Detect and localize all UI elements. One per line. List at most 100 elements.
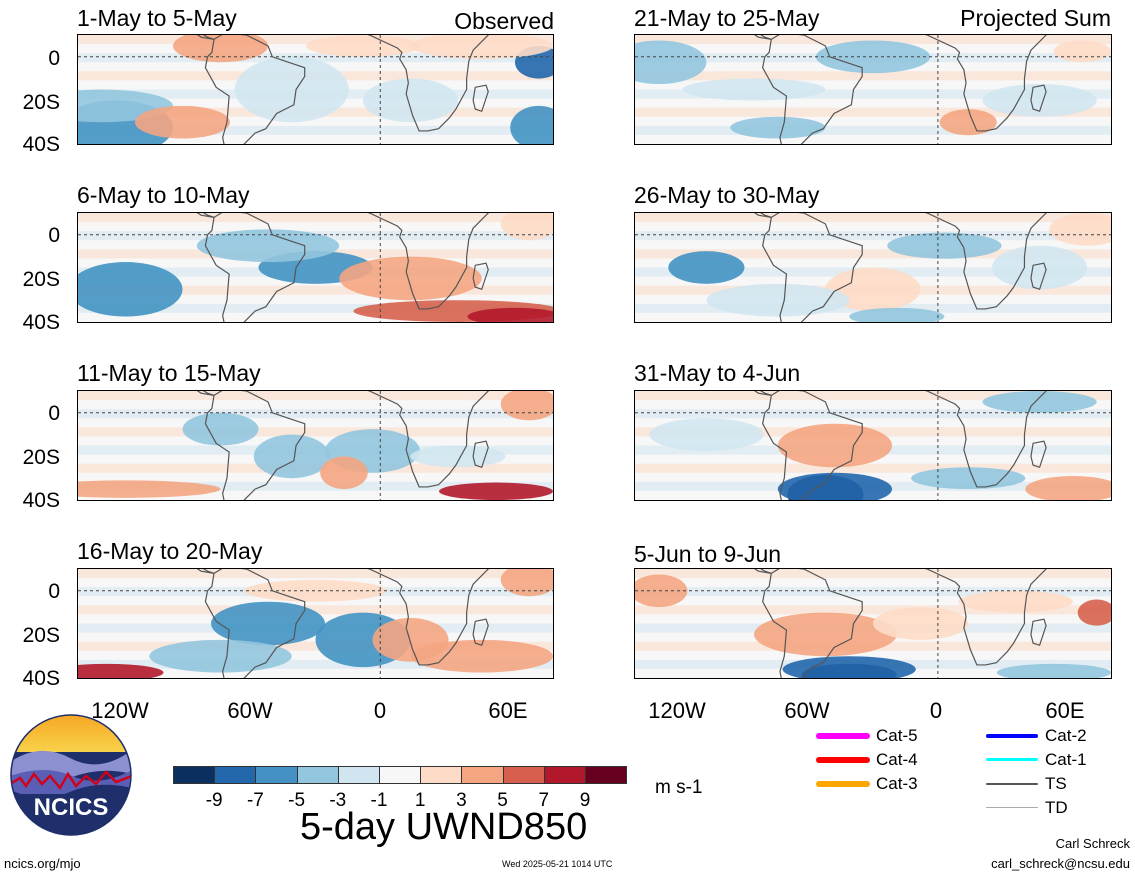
panel-title-p4: 16-May to 20-May (77, 538, 263, 564)
colorbar-units: m s-1 (655, 777, 703, 798)
field-band (635, 107, 1111, 117)
south-america-coastline (204, 213, 306, 322)
central-america-coastline (754, 569, 772, 574)
map-panel-p7 (634, 390, 1112, 501)
field-band (635, 391, 1111, 401)
map-panel-p8 (634, 568, 1112, 679)
map-panel-p5 (634, 34, 1112, 145)
madagascar-coastline (472, 618, 489, 647)
colorbar-tick-label: -7 (246, 790, 264, 811)
colorbar-swatch (379, 766, 422, 784)
africa-coastline (925, 213, 1047, 310)
anomaly-blob (234, 56, 349, 123)
south-america-coastline (762, 213, 863, 322)
panel-title-p5: 21-May to 25-May (634, 5, 820, 31)
anomaly-blob (754, 612, 897, 657)
anomaly-blob (78, 663, 164, 678)
colorbar-swatch (337, 766, 380, 784)
anomaly-blob (500, 569, 553, 597)
legend-line-cat4 (816, 757, 870, 763)
legend-line-ts (986, 783, 1038, 785)
field-band (78, 213, 553, 223)
field-band (78, 125, 553, 135)
africa-coastline (925, 35, 1047, 132)
anomaly-blob (982, 391, 1097, 413)
central-america-coastline (196, 569, 215, 574)
projected-sum-label: Projected Sum (960, 5, 1111, 31)
anomaly-blob (173, 35, 268, 63)
map-panel-p4 (77, 568, 554, 679)
anomaly-blob (78, 262, 183, 317)
colorbar-tick-label: 1 (414, 790, 426, 811)
ytick-40s-p1: 40S (22, 133, 60, 156)
xtick-0-right: 0 (929, 698, 943, 723)
anomaly-blob (306, 35, 420, 57)
ytick-0-p4: 0 (48, 580, 60, 603)
madagascar-coastline (1030, 84, 1047, 113)
field-band (78, 427, 553, 437)
anomaly-blob (982, 84, 1097, 117)
anomaly-blob (706, 283, 850, 317)
field-band (78, 569, 553, 579)
xtick-60e-right: 60E (1045, 698, 1085, 723)
anomaly-blob (996, 663, 1111, 678)
anomaly-blob (439, 482, 553, 500)
xtick-60e-left: 60E (488, 698, 528, 723)
anomaly-blob (849, 307, 945, 322)
africa-coastline (367, 569, 490, 666)
colorbar-swatch (420, 766, 463, 784)
footer-email[interactable]: carl_schreck@ncsu.edu (991, 856, 1130, 871)
anomaly-blob (815, 40, 931, 74)
field-band (78, 303, 553, 313)
colorbar-swatch (543, 766, 586, 784)
xtick-60w-left: 60W (227, 698, 273, 723)
anomaly-blob (682, 78, 826, 101)
legend-label-cat4: Cat-4 (876, 750, 918, 769)
field-band (635, 71, 1111, 81)
south-america-coastline (204, 391, 306, 500)
field-band (78, 35, 553, 45)
anomaly-blob (730, 116, 826, 139)
field-band (635, 249, 1111, 259)
anomaly-field (78, 569, 553, 678)
legend-line-cat3 (816, 781, 870, 787)
xtick-120w-right: 120W (648, 698, 706, 723)
anomaly-blob (777, 472, 893, 500)
map-panel-p2 (77, 212, 554, 323)
anomaly-blob (1077, 599, 1111, 626)
anomaly-blob (363, 78, 458, 123)
colorbar-swatch (502, 766, 545, 784)
anomaly-field (78, 213, 553, 322)
ncics-logo[interactable]: NCICS (10, 714, 132, 836)
anomaly-blob (782, 656, 916, 678)
ytick-20s-p1: 20S (22, 91, 60, 114)
anomaly-blob (253, 434, 330, 479)
field-band (635, 35, 1111, 45)
anomaly-blob (1025, 476, 1111, 500)
field-band (635, 213, 1111, 223)
ytick-20s-p3: 20S (22, 446, 60, 469)
anomaly-blob (211, 601, 325, 646)
anomaly-blob (825, 267, 921, 312)
ytick-20s-p4: 20S (22, 624, 60, 647)
central-america-coastline (754, 391, 772, 396)
anomaly-blob (873, 607, 969, 640)
panel-title-p6: 26-May to 30-May (634, 182, 820, 208)
field-band (78, 641, 553, 651)
central-america-coastline (196, 35, 215, 40)
colorbar-tick-label: -3 (329, 790, 347, 811)
ytick-20s-p2: 20S (22, 268, 60, 291)
colorbar-tick-label: -9 (205, 790, 223, 811)
field-band (78, 409, 553, 419)
anomaly-blob (939, 109, 997, 136)
central-america-coastline (196, 391, 215, 396)
colorbar-swatch (585, 766, 628, 784)
footer-url[interactable]: ncics.org/mjo (4, 856, 81, 871)
field-band (78, 53, 553, 63)
colorbar-swatch (173, 766, 216, 784)
panel-title-p3: 11-May to 15-May (77, 360, 261, 386)
field-band (635, 605, 1111, 615)
anomaly-field (635, 213, 1111, 322)
legend-label-td: TD (1045, 798, 1068, 817)
anomaly-blob (500, 213, 553, 241)
